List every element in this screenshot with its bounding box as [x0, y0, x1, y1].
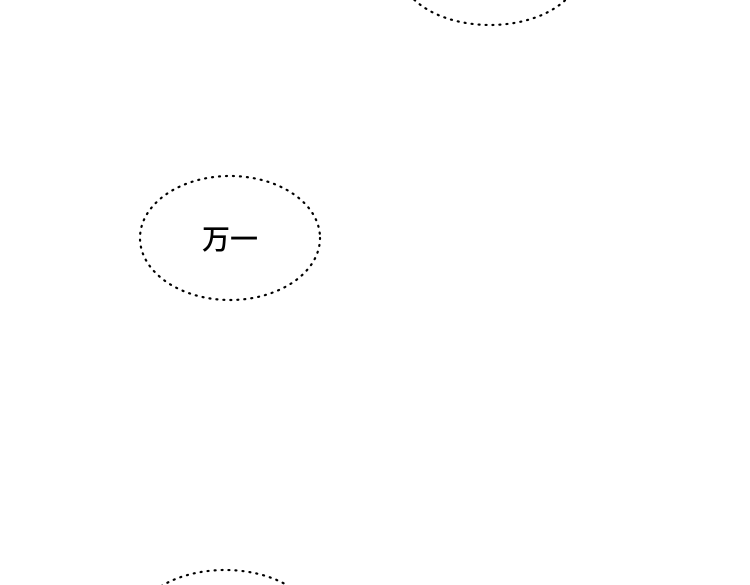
- diagram-canvas: 万一: [0, 0, 750, 585]
- node-label: 万一: [202, 218, 258, 258]
- diagram-background: [0, 0, 750, 585]
